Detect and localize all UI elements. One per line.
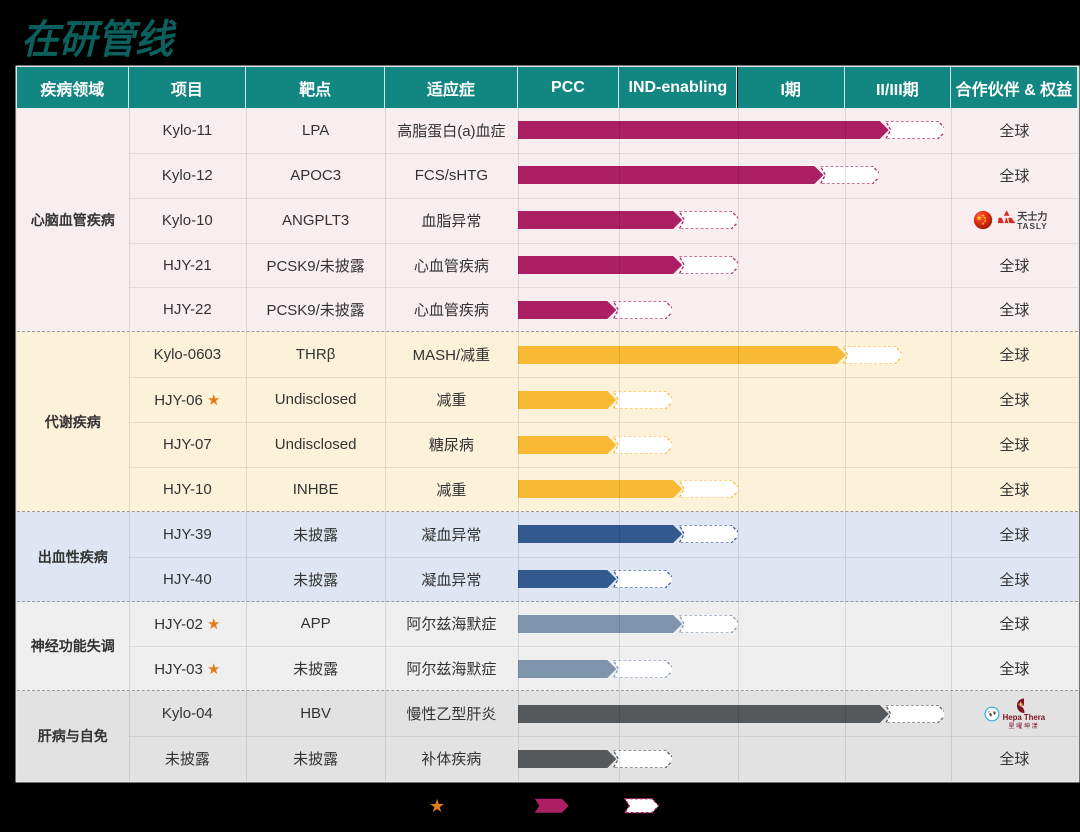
svg-text:TASLY: TASLY: [1018, 221, 1048, 231]
